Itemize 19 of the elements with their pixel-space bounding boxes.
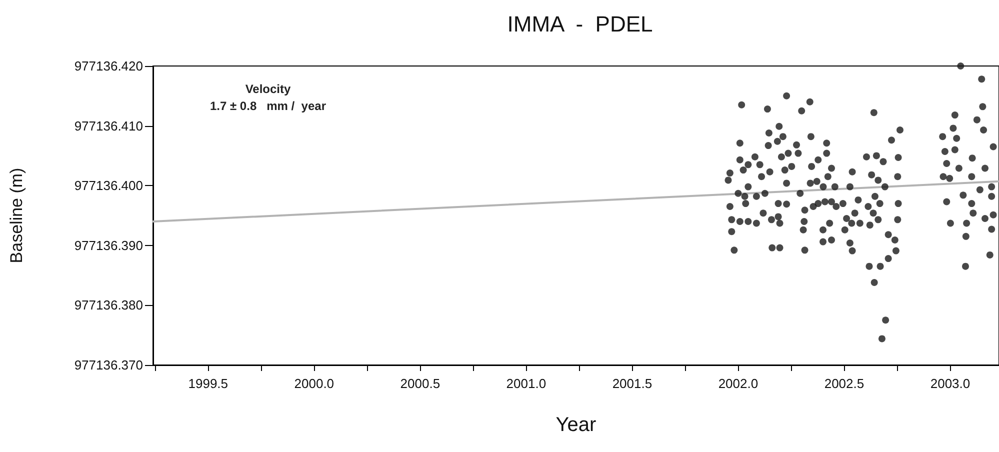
annotation: Velocity (245, 82, 292, 96)
x-tick-label: 2001.0 (506, 376, 546, 391)
x-tick-label: 2000.0 (294, 376, 334, 391)
y-tick-label: 977136.410 (74, 118, 143, 134)
x-tick-label: 2000.5 (400, 376, 440, 391)
annotation: 1.7 ± 0.8 mm / year (210, 99, 326, 113)
y-tick-label: 977136.380 (74, 298, 143, 313)
x-axis-title: Year (556, 414, 597, 436)
x-tick-label: 2003.0 (930, 376, 970, 391)
y-tick-label: 977136.420 (74, 58, 143, 74)
y-tick-label: 977136.390 (74, 238, 143, 253)
x-tick-label: 1999.5 (188, 376, 228, 391)
x-tick-label: 2002.5 (824, 376, 864, 391)
y-tick-label: 977136.400 (74, 178, 143, 194)
chart-title: IMMA - PDEL (507, 12, 653, 36)
x-tick-label: 2001.5 (612, 376, 652, 391)
y-tick-label: 977136.370 (74, 358, 143, 372)
x-tick-label: 2002.0 (718, 376, 758, 391)
y-axis-title: Baseline (m) (7, 168, 26, 264)
